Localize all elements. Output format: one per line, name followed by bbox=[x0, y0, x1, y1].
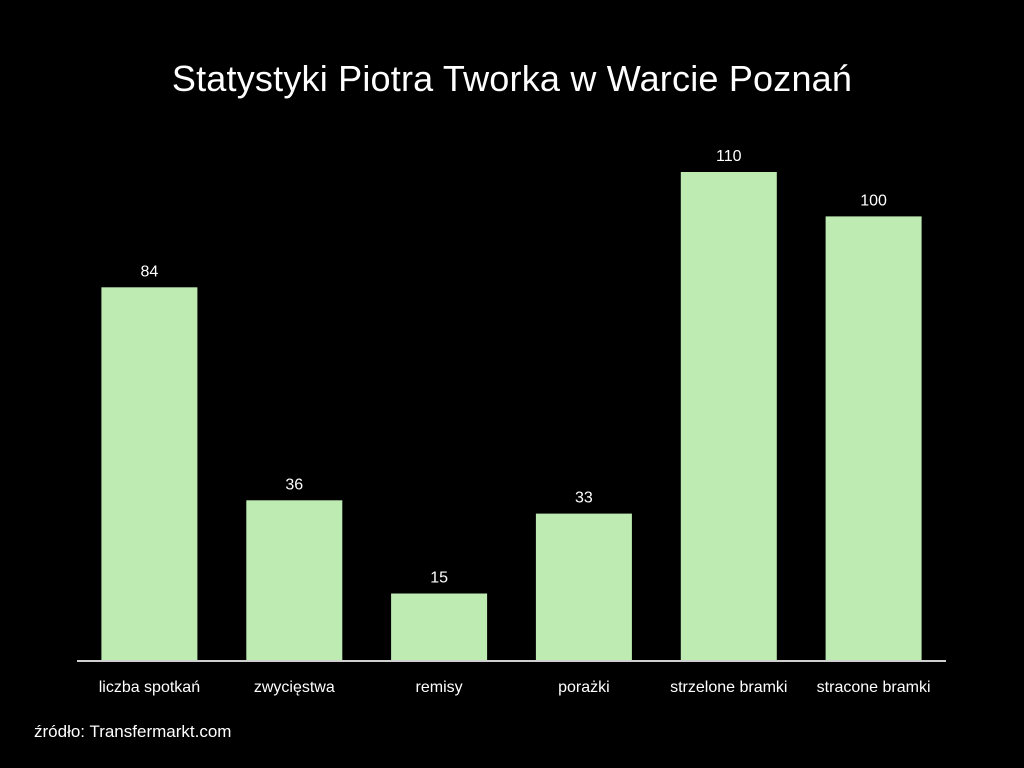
value-label-1: 36 bbox=[285, 476, 303, 493]
tick-label-4: strzelone bramki bbox=[670, 679, 787, 696]
bar-0 bbox=[101, 287, 198, 660]
tick-label-3: porażki bbox=[558, 679, 610, 696]
tick-label-1: zwycięstwa bbox=[254, 679, 335, 696]
chart-title: Statystyki Piotra Tworka w Warcie Poznań bbox=[171, 58, 853, 99]
bar-4 bbox=[680, 172, 777, 660]
tick-label-0: liczba spotkań bbox=[99, 679, 200, 696]
value-label-3: 33 bbox=[575, 490, 593, 507]
bar-5 bbox=[825, 216, 922, 660]
bars-layer bbox=[101, 172, 922, 660]
value-labels-layer: 84 36 15 33 110 100 bbox=[141, 148, 888, 587]
bar-3 bbox=[535, 513, 632, 660]
tick-label-2: remisy bbox=[416, 679, 463, 696]
tick-labels-layer: liczba spotkań zwycięstwa remisy porażki str… bbox=[99, 679, 931, 696]
bar-1 bbox=[246, 500, 343, 660]
source-note: źródło: Transfermarkt.com bbox=[34, 722, 232, 741]
tick-label-5: stracone bramki bbox=[817, 679, 931, 696]
bar-2 bbox=[391, 593, 488, 660]
value-label-4: 110 bbox=[716, 148, 742, 165]
value-label-5: 100 bbox=[860, 192, 887, 209]
value-label-2: 15 bbox=[430, 570, 448, 587]
value-label-0: 84 bbox=[141, 263, 159, 280]
